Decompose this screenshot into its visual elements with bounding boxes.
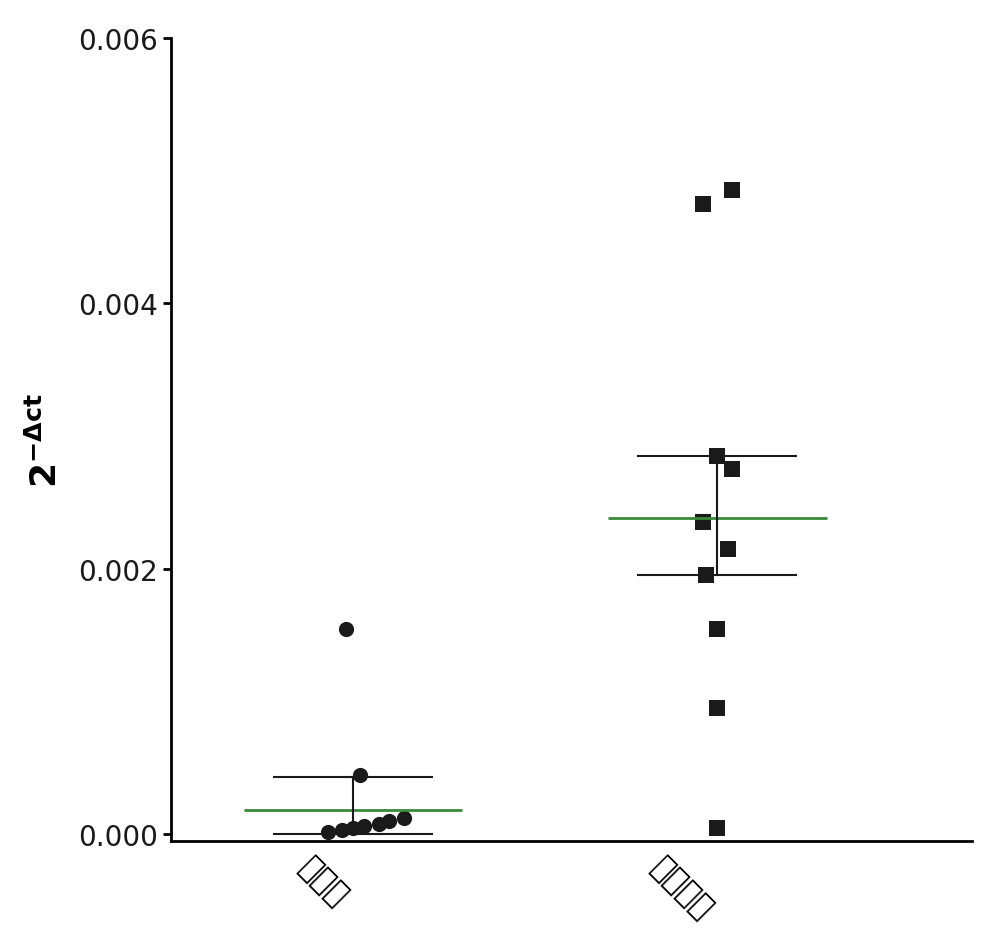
Point [698, 568, 714, 584]
Point [724, 184, 740, 199]
Point [352, 767, 368, 783]
Point [338, 622, 354, 637]
Point [709, 622, 725, 637]
Point [334, 823, 350, 838]
Point [371, 816, 387, 831]
Y-axis label: $\mathbf{2^{-\Delta ct}}$: $\mathbf{2^{-\Delta ct}}$ [28, 392, 64, 487]
Point [720, 542, 736, 557]
Point [381, 814, 397, 829]
Point [709, 821, 725, 836]
Point [345, 821, 361, 836]
Point [709, 701, 725, 716]
Point [356, 819, 372, 834]
Point [695, 515, 711, 530]
Point [320, 824, 336, 840]
Point [396, 811, 412, 826]
Point [709, 449, 725, 465]
Point [724, 462, 740, 477]
Point [695, 197, 711, 212]
